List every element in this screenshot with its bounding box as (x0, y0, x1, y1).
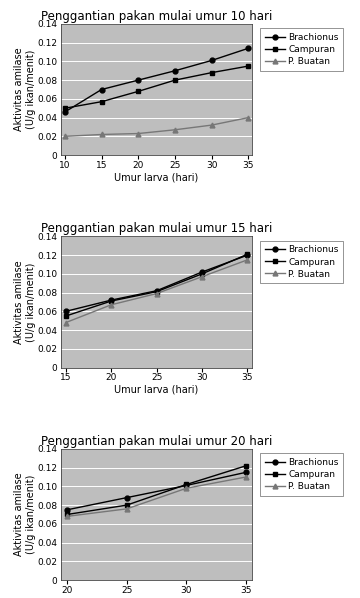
P. Buatan (173, 126, 177, 133)
P. Buatan (65, 512, 69, 520)
P. Buatan (246, 114, 251, 121)
Campuran (109, 297, 113, 304)
Brachionus (184, 482, 189, 489)
Campuran (99, 98, 104, 105)
P. Buatan (125, 505, 129, 512)
Campuran (184, 481, 189, 488)
Line: Campuran: Campuran (63, 252, 250, 319)
Legend: Brachionus, Campuran, P. Buatan: Brachionus, Campuran, P. Buatan (260, 241, 343, 283)
Brachionus (200, 269, 204, 276)
Campuran (64, 313, 68, 320)
Brachionus (246, 45, 251, 52)
Line: P. Buatan: P. Buatan (63, 257, 250, 325)
Campuran (65, 511, 69, 518)
Y-axis label: Aktivitas amilase
(U/g ikan/menit): Aktivitas amilase (U/g ikan/menit) (14, 472, 36, 556)
Title: Penggantian pakan mulai umur 20 hari: Penggantian pakan mulai umur 20 hari (41, 435, 272, 448)
P. Buatan (245, 256, 249, 263)
Campuran (200, 270, 204, 277)
P. Buatan (63, 133, 67, 140)
Brachionus (173, 67, 177, 74)
Brachionus (65, 506, 69, 513)
Brachionus (244, 469, 248, 476)
Campuran (210, 69, 214, 76)
P. Buatan (109, 301, 113, 309)
Campuran (245, 251, 249, 258)
Campuran (246, 63, 251, 70)
Brachionus (136, 77, 140, 84)
P. Buatan (210, 121, 214, 129)
Brachionus (245, 252, 249, 259)
Campuran (154, 288, 159, 295)
Line: Brachionus: Brachionus (65, 470, 248, 512)
Line: Campuran: Campuran (65, 463, 248, 517)
Title: Penggantian pakan mulai umur 15 hari: Penggantian pakan mulai umur 15 hari (41, 222, 272, 235)
Brachionus (125, 494, 129, 501)
Y-axis label: Aktivitas amilase
(U/g ikan/menit): Aktivitas amilase (U/g ikan/menit) (14, 48, 36, 132)
Campuran (173, 77, 177, 84)
P. Buatan (244, 474, 248, 481)
Title: Penggantian pakan mulai umur 10 hari: Penggantian pakan mulai umur 10 hari (41, 10, 272, 23)
Campuran (136, 88, 140, 95)
P. Buatan (200, 273, 204, 280)
Brachionus (63, 108, 67, 115)
Line: P. Buatan: P. Buatan (62, 115, 251, 139)
Brachionus (64, 308, 68, 315)
P. Buatan (184, 484, 189, 492)
Line: P. Buatan: P. Buatan (65, 475, 248, 519)
Line: Brachionus: Brachionus (62, 46, 251, 114)
P. Buatan (136, 130, 140, 137)
Brachionus (109, 297, 113, 304)
X-axis label: Umur larva (hari): Umur larva (hari) (114, 385, 199, 395)
Legend: Brachionus, Campuran, P. Buatan: Brachionus, Campuran, P. Buatan (260, 453, 343, 496)
Y-axis label: Aktivitas amilase
(U/g ikan/menit): Aktivitas amilase (U/g ikan/menit) (14, 260, 36, 344)
Brachionus (154, 287, 159, 294)
Campuran (244, 462, 248, 469)
Campuran (125, 502, 129, 509)
X-axis label: Umur larva (hari): Umur larva (hari) (114, 172, 199, 182)
P. Buatan (64, 319, 68, 326)
P. Buatan (154, 290, 159, 297)
X-axis label: Umur larva (hari): Umur larva (hari) (114, 597, 199, 598)
Line: Brachionus: Brachionus (63, 253, 250, 314)
Brachionus (210, 57, 214, 64)
Line: Campuran: Campuran (62, 63, 251, 111)
Brachionus (99, 86, 104, 93)
Campuran (63, 105, 67, 112)
P. Buatan (99, 131, 104, 138)
Legend: Brachionus, Campuran, P. Buatan: Brachionus, Campuran, P. Buatan (260, 29, 343, 71)
